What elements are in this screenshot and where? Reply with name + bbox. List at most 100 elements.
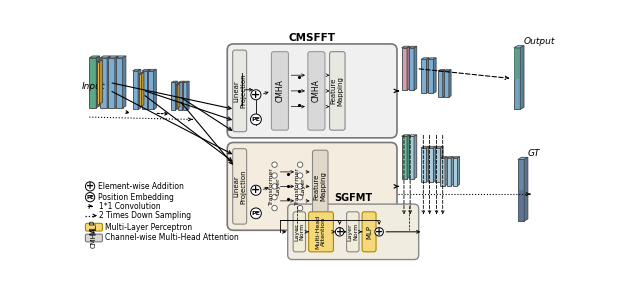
Polygon shape xyxy=(178,84,180,108)
Circle shape xyxy=(85,182,95,191)
Polygon shape xyxy=(176,84,180,85)
Polygon shape xyxy=(108,56,118,58)
Text: 1*1 Convolution: 1*1 Convolution xyxy=(99,202,160,211)
Polygon shape xyxy=(90,56,100,58)
Polygon shape xyxy=(139,74,141,106)
Text: Feature
Mapping: Feature Mapping xyxy=(314,172,327,201)
Text: Position Embedding: Position Embedding xyxy=(98,193,173,202)
Polygon shape xyxy=(452,157,460,158)
FancyBboxPatch shape xyxy=(308,212,333,252)
Polygon shape xyxy=(445,157,447,186)
Polygon shape xyxy=(414,135,417,179)
Polygon shape xyxy=(407,135,410,179)
Text: Multi-Layer Perceptron: Multi-Layer Perceptron xyxy=(105,223,192,232)
Polygon shape xyxy=(99,60,102,104)
Text: Element-wise Addition: Element-wise Addition xyxy=(98,182,184,191)
Polygon shape xyxy=(148,71,154,109)
Polygon shape xyxy=(428,148,433,182)
Polygon shape xyxy=(444,71,449,97)
Polygon shape xyxy=(182,81,184,110)
Polygon shape xyxy=(132,71,138,109)
Polygon shape xyxy=(107,56,110,108)
Polygon shape xyxy=(408,48,414,90)
Text: Transformer
Layer: Transformer Layer xyxy=(269,167,280,205)
Polygon shape xyxy=(100,58,107,108)
Polygon shape xyxy=(449,70,451,97)
Polygon shape xyxy=(440,157,447,158)
Polygon shape xyxy=(433,146,436,182)
Circle shape xyxy=(298,194,303,200)
Text: CMHA: CMHA xyxy=(91,228,97,248)
Text: SGFMT: SGFMT xyxy=(334,193,372,203)
Polygon shape xyxy=(187,81,189,110)
Polygon shape xyxy=(435,146,443,148)
Polygon shape xyxy=(154,69,156,109)
Bar xyxy=(514,48,520,79)
Polygon shape xyxy=(100,56,110,58)
Text: Layer
Norm: Layer Norm xyxy=(348,223,358,241)
Polygon shape xyxy=(421,59,426,93)
Circle shape xyxy=(298,162,303,167)
Bar xyxy=(518,190,524,221)
Text: MLP: MLP xyxy=(366,225,372,239)
Polygon shape xyxy=(514,48,520,109)
Circle shape xyxy=(85,193,95,202)
Polygon shape xyxy=(520,46,524,109)
Bar xyxy=(518,159,524,221)
Text: CMHA: CMHA xyxy=(275,79,284,102)
Polygon shape xyxy=(116,58,123,108)
Polygon shape xyxy=(176,85,178,108)
Polygon shape xyxy=(428,59,433,93)
Polygon shape xyxy=(438,71,443,97)
Circle shape xyxy=(298,184,303,189)
Polygon shape xyxy=(440,146,443,182)
Polygon shape xyxy=(402,46,410,48)
Circle shape xyxy=(272,184,277,189)
Polygon shape xyxy=(141,72,144,106)
Polygon shape xyxy=(524,157,528,221)
Polygon shape xyxy=(116,56,126,58)
FancyBboxPatch shape xyxy=(227,44,397,138)
Text: +: + xyxy=(86,182,94,191)
Text: MLP: MLP xyxy=(90,220,99,235)
Bar xyxy=(514,48,520,109)
Polygon shape xyxy=(518,159,524,221)
Circle shape xyxy=(272,162,277,167)
Polygon shape xyxy=(132,69,141,71)
FancyBboxPatch shape xyxy=(233,50,246,132)
Polygon shape xyxy=(96,56,100,108)
Polygon shape xyxy=(408,135,417,136)
FancyBboxPatch shape xyxy=(362,212,376,252)
Polygon shape xyxy=(123,56,126,108)
Polygon shape xyxy=(172,82,175,110)
Polygon shape xyxy=(518,157,528,159)
Text: Channel-wise Multi-Head Attention: Channel-wise Multi-Head Attention xyxy=(105,233,239,243)
Polygon shape xyxy=(447,158,451,186)
Polygon shape xyxy=(138,69,141,109)
Polygon shape xyxy=(179,81,184,82)
Text: GT: GT xyxy=(527,149,540,158)
Polygon shape xyxy=(90,58,96,108)
Text: Linear
Projection: Linear Projection xyxy=(233,74,246,108)
Text: PE: PE xyxy=(252,211,260,216)
Polygon shape xyxy=(426,58,429,93)
Polygon shape xyxy=(402,48,407,90)
Polygon shape xyxy=(421,146,429,148)
FancyBboxPatch shape xyxy=(233,149,246,224)
FancyBboxPatch shape xyxy=(271,52,289,130)
Text: +: + xyxy=(252,185,260,195)
Polygon shape xyxy=(451,157,453,186)
Polygon shape xyxy=(458,157,460,186)
Polygon shape xyxy=(408,136,414,179)
Polygon shape xyxy=(407,46,410,90)
Text: Multi-Head
Attention: Multi-Head Attention xyxy=(316,215,326,249)
Circle shape xyxy=(335,228,344,236)
Text: 2 Times Down Sampling: 2 Times Down Sampling xyxy=(99,211,191,220)
Polygon shape xyxy=(97,62,99,104)
Polygon shape xyxy=(183,81,189,82)
Polygon shape xyxy=(97,60,102,62)
Polygon shape xyxy=(139,72,144,74)
Text: PE: PE xyxy=(252,117,260,122)
Circle shape xyxy=(298,205,303,211)
Polygon shape xyxy=(514,46,524,48)
